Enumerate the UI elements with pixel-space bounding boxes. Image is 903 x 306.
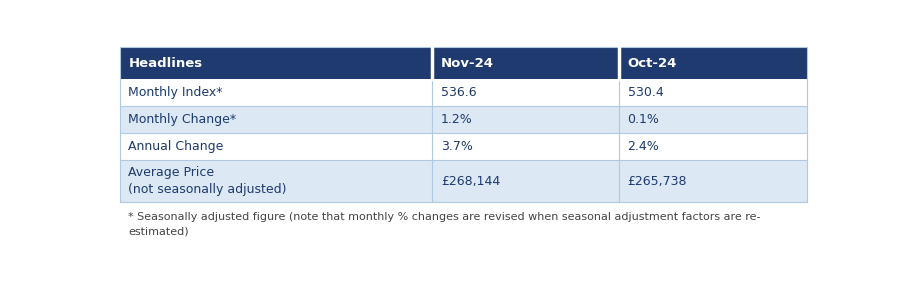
Bar — [120, 79, 432, 106]
Bar — [432, 160, 619, 202]
Bar — [432, 47, 619, 79]
Bar — [619, 106, 805, 133]
Bar — [432, 106, 619, 133]
Text: Headlines: Headlines — [128, 57, 202, 70]
Text: Annual Change: Annual Change — [128, 140, 224, 153]
Bar — [120, 106, 432, 133]
Text: 536.6: 536.6 — [441, 86, 476, 99]
Text: 0.1%: 0.1% — [627, 113, 658, 126]
Text: Nov-24: Nov-24 — [441, 57, 493, 70]
Text: * Seasonally adjusted figure (note that monthly % changes are revised when seaso: * Seasonally adjusted figure (note that … — [128, 212, 760, 236]
Text: 1.2%: 1.2% — [441, 113, 472, 126]
Bar — [432, 79, 619, 106]
Text: 3.7%: 3.7% — [441, 140, 472, 153]
Text: Monthly Index*: Monthly Index* — [128, 86, 223, 99]
Text: £265,738: £265,738 — [627, 174, 686, 188]
Text: Oct-24: Oct-24 — [627, 57, 676, 70]
Bar — [120, 133, 432, 160]
Text: £268,144: £268,144 — [441, 174, 499, 188]
Text: Monthly Change*: Monthly Change* — [128, 113, 237, 126]
Text: Average Price
(not seasonally adjusted): Average Price (not seasonally adjusted) — [128, 166, 286, 196]
Bar — [619, 47, 805, 79]
Text: 2.4%: 2.4% — [627, 140, 658, 153]
Bar — [619, 160, 805, 202]
Text: 530.4: 530.4 — [627, 86, 663, 99]
Bar — [619, 133, 805, 160]
Bar — [619, 79, 805, 106]
Bar — [120, 160, 432, 202]
Bar — [120, 47, 432, 79]
Bar — [432, 133, 619, 160]
